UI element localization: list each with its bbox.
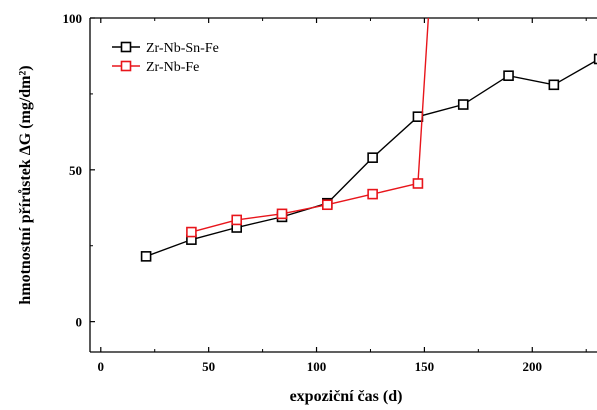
data-point (412, 111, 424, 122)
series-line (191, 18, 430, 233)
data-point (593, 53, 597, 65)
data-point (503, 70, 514, 81)
x-tick-label: 100 (307, 359, 327, 374)
y-axis-title: hmotnostní přírůstek ΔG (mg/dm²) (17, 65, 34, 304)
legend: Zr-Nb-Sn-Fe Zr-Nb-Fe (112, 41, 219, 75)
series-layer (140, 18, 597, 262)
data-point (322, 199, 333, 211)
legend-label: Zr-Nb-Fe (146, 60, 199, 75)
x-tick-label: 0 (98, 359, 105, 374)
data-point (140, 251, 152, 262)
data-point (276, 208, 288, 220)
data-point (231, 214, 243, 226)
y-tick-label: 0 (76, 315, 83, 330)
data-point (412, 178, 424, 189)
data-point (367, 188, 378, 200)
data-point (457, 99, 469, 110)
x-axis-title: expoziční čas (d) (290, 388, 403, 405)
series-1 (140, 53, 597, 262)
data-point (186, 226, 197, 238)
x-tick-label: 200 (523, 359, 543, 374)
x-tick-label: 150 (415, 359, 435, 374)
data-point (548, 79, 560, 91)
legend-marker (120, 41, 132, 53)
y-tick-label: 50 (69, 163, 82, 178)
axes: 0 50 100 150 200 0 50 100 (63, 11, 597, 374)
series-2 (186, 18, 430, 238)
y-tick-label: 100 (63, 11, 83, 26)
x-tick-label: 50 (202, 359, 215, 374)
legend-label: Zr-Nb-Sn-Fe (146, 41, 219, 56)
data-point (367, 152, 378, 163)
legend-marker (120, 60, 132, 72)
